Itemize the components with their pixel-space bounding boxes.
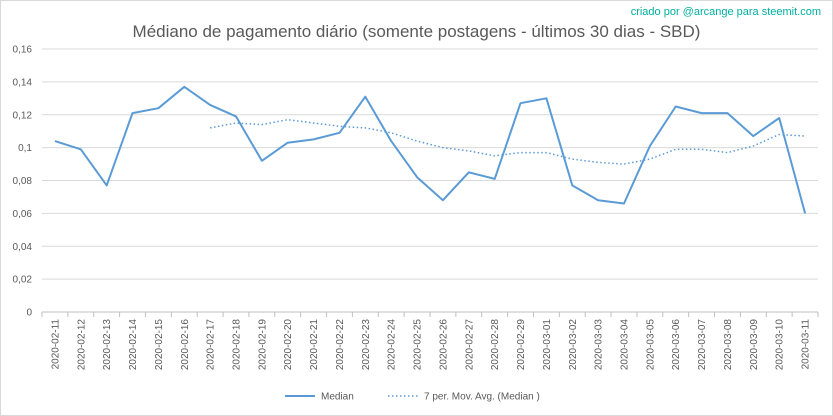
x-tick-label: 2020-03-03 bbox=[594, 319, 605, 371]
y-tick-label: 0,1 bbox=[18, 143, 32, 154]
y-tick-label: 0,02 bbox=[13, 275, 33, 286]
x-tick-label: 2020-02-25 bbox=[413, 319, 424, 371]
x-tick-label: 2020-02-20 bbox=[283, 319, 294, 371]
x-tick-label: 2020-03-08 bbox=[723, 319, 734, 371]
x-tick-label: 2020-02-17 bbox=[206, 319, 217, 371]
chart-title: Médiano de pagamento diário (somente pos… bbox=[132, 22, 701, 41]
x-tick-label: 2020-03-04 bbox=[620, 319, 631, 371]
x-tick-label: 2020-03-10 bbox=[775, 319, 786, 371]
y-tick-label: 0,08 bbox=[13, 176, 33, 187]
x-tick-label: 2020-02-14 bbox=[128, 319, 139, 371]
x-tick-label: 2020-02-16 bbox=[180, 319, 191, 371]
x-tick-label: 2020-03-06 bbox=[671, 319, 682, 371]
y-tick-label: 0 bbox=[26, 308, 32, 319]
x-tick-label: 2020-02-27 bbox=[464, 319, 475, 371]
x-tick-label: 2020-02-26 bbox=[438, 319, 449, 371]
x-tick-label: 2020-02-19 bbox=[257, 319, 268, 371]
legend-label-median: Median bbox=[321, 392, 354, 403]
x-tick-label: 2020-03-07 bbox=[697, 319, 708, 371]
moving-average-line bbox=[209, 118, 806, 165]
y-tick-label: 0,14 bbox=[13, 77, 33, 88]
y-tick-label: 0,12 bbox=[13, 110, 33, 121]
x-tick-label: 2020-03-11 bbox=[801, 319, 812, 370]
x-tick-label: 2020-02-22 bbox=[335, 319, 346, 371]
x-tick-label: 2020-03-01 bbox=[542, 319, 553, 371]
x-tick-label: 2020-02-23 bbox=[361, 319, 372, 371]
x-tick-label: 2020-03-05 bbox=[645, 319, 656, 371]
x-tick-label: 2020-02-24 bbox=[387, 319, 398, 371]
y-tick-label: 0,06 bbox=[13, 209, 33, 220]
x-tick-label: 2020-02-21 bbox=[309, 319, 320, 371]
x-tick-label: 2020-02-13 bbox=[102, 319, 113, 371]
y-tick-label: 0,04 bbox=[13, 242, 33, 253]
x-tick-label: 2020-03-02 bbox=[568, 319, 579, 371]
x-tick-label: 2020-02-28 bbox=[490, 319, 501, 371]
legend-label-moving-average: 7 per. Mov. Avg. (Median ) bbox=[424, 392, 540, 403]
x-tick-label: 2020-02-12 bbox=[76, 319, 87, 371]
x-tick-label: 2020-02-29 bbox=[516, 319, 527, 371]
median-line bbox=[54, 85, 807, 214]
x-tick-label: 2020-02-18 bbox=[232, 319, 243, 371]
x-tick-label: 2020-02-11 bbox=[50, 319, 61, 370]
credit-text: criado por @arcange para steemit.com bbox=[630, 6, 821, 18]
x-tick-label: 2020-03-09 bbox=[749, 319, 760, 371]
y-tick-label: 0,16 bbox=[13, 45, 33, 56]
x-tick-label: 2020-02-15 bbox=[154, 319, 165, 371]
